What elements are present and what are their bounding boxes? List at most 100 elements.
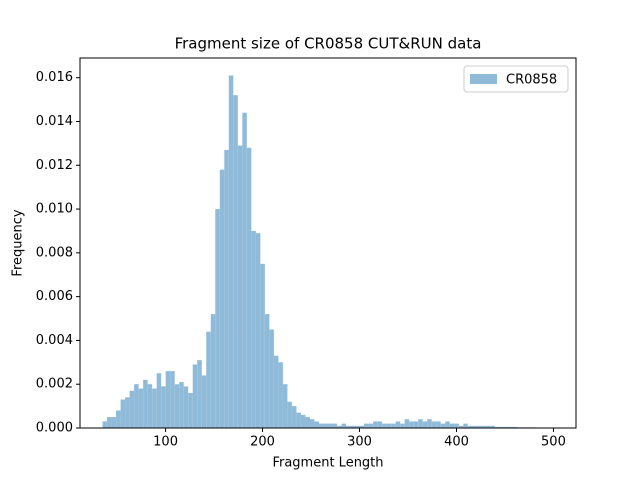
legend-box [463, 65, 569, 93]
bar [404, 419, 410, 428]
bar [463, 423, 468, 428]
bar [102, 421, 108, 428]
x-tick-label: 400 [444, 435, 469, 450]
bar [490, 425, 495, 428]
bar [278, 362, 283, 428]
bar [264, 314, 270, 428]
y-tick-label: 0.016 [36, 70, 73, 85]
bar [255, 233, 261, 428]
bar [156, 373, 162, 428]
x-tick-label: 300 [347, 435, 372, 450]
bar [129, 390, 135, 428]
bar [476, 425, 482, 428]
bar [116, 410, 121, 428]
bar [458, 425, 464, 428]
bar [237, 145, 243, 428]
bar [228, 75, 234, 428]
y-tick-label: 0.012 [36, 158, 73, 173]
bar [170, 371, 175, 428]
bar [201, 375, 207, 428]
bar [143, 379, 148, 428]
bar [183, 386, 189, 428]
bar [291, 406, 297, 428]
bar [440, 423, 446, 428]
bar [179, 382, 184, 428]
bar [161, 386, 166, 428]
bar [485, 425, 491, 428]
bar [269, 329, 274, 428]
bar [422, 421, 428, 428]
bar [300, 414, 306, 428]
bar [364, 423, 369, 428]
bar [120, 399, 126, 428]
bar [107, 417, 112, 428]
bar [197, 360, 202, 428]
bar [309, 419, 315, 428]
bar [233, 95, 238, 428]
bar [206, 331, 211, 428]
bar [125, 397, 130, 428]
bar [382, 423, 387, 428]
bar [328, 423, 333, 428]
bar [355, 425, 360, 428]
bar [436, 421, 441, 428]
y-tick-label: 0.014 [36, 114, 73, 129]
bar [508, 426, 513, 428]
axes-frame [79, 57, 577, 429]
bar [400, 423, 405, 428]
bar [224, 149, 229, 428]
y-tick-label: 0.000 [36, 421, 73, 436]
bar [445, 421, 450, 428]
bar [499, 426, 504, 428]
bar [260, 263, 265, 428]
bar [305, 417, 310, 428]
y-tick-label: 0.008 [36, 245, 73, 260]
bar [337, 425, 342, 428]
bar [323, 423, 328, 428]
bar [481, 425, 486, 428]
bar [431, 421, 437, 428]
bar [386, 423, 392, 428]
bar [418, 419, 423, 428]
bar [373, 421, 378, 428]
y-tick-label: 0.010 [36, 202, 73, 217]
x-tick-label: 500 [541, 435, 566, 450]
bar [242, 112, 247, 428]
y-tick-label: 0.006 [36, 289, 73, 304]
bar [454, 423, 459, 428]
bar [219, 169, 225, 428]
bar [377, 421, 383, 428]
bar [359, 425, 365, 428]
bar [449, 423, 455, 428]
bar [467, 425, 473, 428]
bar [152, 388, 157, 428]
bar [332, 423, 338, 428]
bar [188, 392, 193, 428]
bar [246, 147, 252, 429]
bar [427, 419, 432, 428]
bar [165, 371, 171, 428]
legend-label: CR0858 [506, 73, 557, 88]
bar [296, 412, 301, 428]
legend-swatch [470, 74, 497, 84]
bar [134, 384, 139, 428]
bar [251, 230, 256, 428]
bar [391, 423, 396, 428]
bar [282, 384, 288, 428]
bar [346, 425, 351, 428]
bar [111, 417, 117, 428]
chart-title: Fragment size of CR0858 CUT&RUN data [175, 35, 482, 53]
x-axis-label: Fragment Length [272, 456, 383, 471]
bar [215, 209, 220, 428]
x-tick-label: 100 [153, 435, 178, 450]
bar [350, 425, 356, 428]
bar [314, 421, 319, 428]
bar [395, 421, 401, 428]
x-tick-label: 200 [250, 435, 275, 450]
y-axis-label: Frequency [11, 209, 26, 276]
bar [368, 423, 374, 428]
y-tick-label: 0.002 [36, 377, 73, 392]
bar [147, 384, 153, 428]
